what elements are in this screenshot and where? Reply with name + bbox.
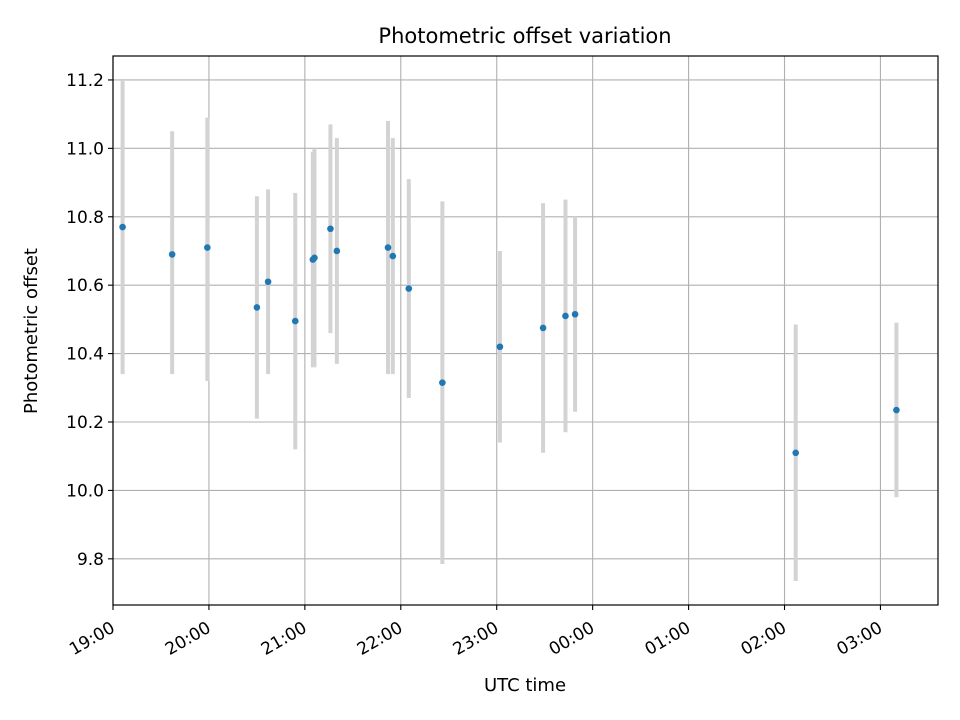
grid [112,56,938,605]
y-axis-ticks: 9.8 10.0 10.2 10.4 10.6 10.8 11.0 11.2 [66,71,113,570]
x-axis-label: UTC time [484,675,566,696]
y-tick-label: 10.8 [66,208,104,228]
data-point [571,310,579,318]
y-tick-label: 11.2 [66,71,104,91]
data-point [539,324,547,332]
data-point [893,406,900,414]
y-tick-label: 10.0 [66,481,104,501]
data-point [311,254,318,262]
data-point [496,343,504,351]
y-axis-label: Photometric offset [21,248,42,414]
y-tick-label: 9.8 [77,550,104,570]
data-point [405,285,413,292]
y-tick-label: 10.4 [66,345,104,365]
plot-frame [112,55,939,606]
y-tick-label: 10.6 [66,276,104,296]
data-point [327,225,334,233]
data-point [333,247,341,255]
data-point [119,223,126,231]
data-points [119,223,900,457]
data-point [291,317,299,325]
data-point [204,244,211,251]
y-tick-label: 10.2 [66,413,104,433]
data-point [253,304,261,311]
data-point [389,252,397,260]
data-point [384,244,392,251]
data-point [562,312,569,320]
data-point [792,449,800,457]
y-tick-label: 11.0 [66,139,104,159]
data-point [439,379,446,386]
chart-title: Photometric offset variation [378,24,671,48]
data-point [168,251,176,258]
data-point [264,278,272,286]
